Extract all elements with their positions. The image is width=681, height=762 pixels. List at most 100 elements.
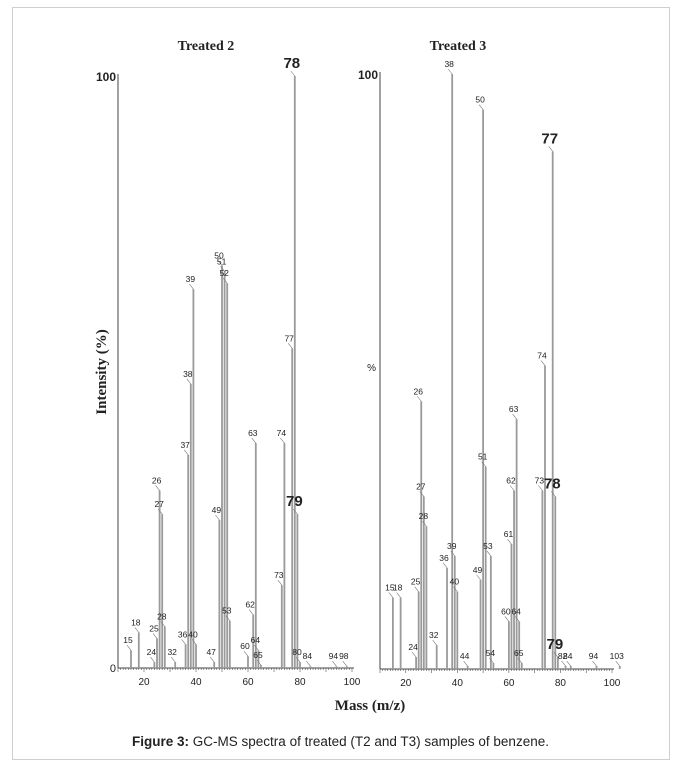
peak-bar xyxy=(507,621,510,669)
peak-bar xyxy=(184,644,187,668)
peak-bar xyxy=(541,490,544,669)
peak-label: 79 xyxy=(286,493,303,510)
peak-bar xyxy=(280,585,283,668)
peak-leader xyxy=(191,639,197,645)
peak-bar xyxy=(453,555,456,669)
peak-bar xyxy=(189,383,192,668)
peak-label: 47 xyxy=(206,647,216,657)
peak-leader xyxy=(388,592,394,598)
peak-leader xyxy=(553,651,559,658)
peak-bar xyxy=(391,597,394,669)
peak-label: 53 xyxy=(483,541,493,551)
peak-bar xyxy=(192,289,195,668)
peak-leader xyxy=(220,266,225,272)
peak-leader xyxy=(411,651,417,658)
peak-leader xyxy=(514,616,520,622)
peak-bar xyxy=(213,662,216,668)
peak-label: 73 xyxy=(535,476,545,486)
peak-bar xyxy=(252,614,255,668)
chart-title: Treated 3 xyxy=(430,39,487,54)
peak-label: 32 xyxy=(167,647,177,657)
x-tick-label: 20 xyxy=(400,678,412,689)
peak-leader xyxy=(489,657,494,664)
peak-bar xyxy=(187,454,190,668)
peak-bar xyxy=(283,443,286,668)
peak-leader xyxy=(592,660,597,667)
peak-leader xyxy=(306,661,311,667)
peak-label: 25 xyxy=(149,623,159,633)
peak-leader xyxy=(551,491,556,497)
x-tick-label: 20 xyxy=(138,677,150,688)
peak-bar xyxy=(435,645,438,669)
peak-bar xyxy=(518,621,521,669)
peak-label: 77 xyxy=(284,333,294,343)
peak-label: 52 xyxy=(219,268,229,278)
peak-bar xyxy=(520,663,523,669)
peak-bar xyxy=(466,666,469,669)
peak-label: 62 xyxy=(506,476,516,486)
x-tick-label: 80 xyxy=(294,677,306,688)
peak-label: 40 xyxy=(450,577,460,587)
peak-bar xyxy=(296,514,299,668)
chart-title: Treated 2 xyxy=(178,39,235,54)
x-tick-label: 100 xyxy=(604,678,621,689)
peak-leader xyxy=(548,146,553,152)
peak-label: 26 xyxy=(414,386,424,396)
caption-prefix: Figure 3: xyxy=(132,734,190,749)
peak-label: 61 xyxy=(504,529,514,539)
peak-label: 25 xyxy=(411,577,421,587)
peak-label: 94 xyxy=(329,651,339,661)
peak-bar xyxy=(161,514,164,668)
peak-bar xyxy=(510,544,513,669)
peak-bar xyxy=(482,109,485,669)
peak-label: 36 xyxy=(178,629,188,639)
peak-bar xyxy=(153,662,156,668)
peak-leader xyxy=(277,579,283,586)
peak-label: 53 xyxy=(222,606,232,616)
peak-label: 51 xyxy=(478,452,488,462)
peak-bar xyxy=(260,665,262,668)
x-axis-label: Mass (m/z) xyxy=(335,698,405,714)
peak-label: 24 xyxy=(147,647,157,657)
peak-bar xyxy=(218,520,221,668)
peak-label: 39 xyxy=(186,274,196,284)
peak-label: 39 xyxy=(447,541,457,551)
peak-bar xyxy=(174,662,177,668)
peak-leader xyxy=(290,70,296,77)
peak-label: 28 xyxy=(157,612,167,622)
peak-bar xyxy=(515,419,518,669)
peak-label: 63 xyxy=(509,404,519,414)
peak-label: 36 xyxy=(439,553,449,563)
peak-bar xyxy=(564,666,567,669)
peak-bar xyxy=(399,597,402,669)
peak-label: 49 xyxy=(473,565,483,575)
peak-bar xyxy=(489,555,492,669)
peak-leader xyxy=(243,650,249,657)
peak-bar xyxy=(293,76,296,668)
peak-label: 37 xyxy=(180,440,190,450)
peak-leader xyxy=(280,437,285,444)
peak-label: 27 xyxy=(154,499,164,509)
x-tick-label: 40 xyxy=(190,677,202,688)
peak-leader xyxy=(251,437,257,444)
x-tick-label: 100 xyxy=(344,677,361,688)
peak-bar xyxy=(513,490,515,669)
peak-label: 64 xyxy=(511,606,521,616)
peak-bar xyxy=(156,638,158,668)
peak-leader xyxy=(478,104,484,110)
peak-leader xyxy=(486,550,492,557)
peak-leader xyxy=(442,562,448,569)
peak-leader xyxy=(222,278,228,284)
peak-bar xyxy=(247,656,249,668)
peak-bar xyxy=(551,151,554,670)
peak-leader xyxy=(150,656,155,663)
peak-leader xyxy=(432,640,437,646)
peak-bar xyxy=(137,632,140,668)
peak-label: 50 xyxy=(214,250,224,260)
peak-leader xyxy=(422,521,427,527)
y-tick-label: % xyxy=(367,363,376,374)
x-tick-label: 40 xyxy=(452,678,464,689)
peak-leader xyxy=(256,659,262,666)
caption-text: GC-MS spectra of treated (T2 and T3) sam… xyxy=(189,734,549,749)
